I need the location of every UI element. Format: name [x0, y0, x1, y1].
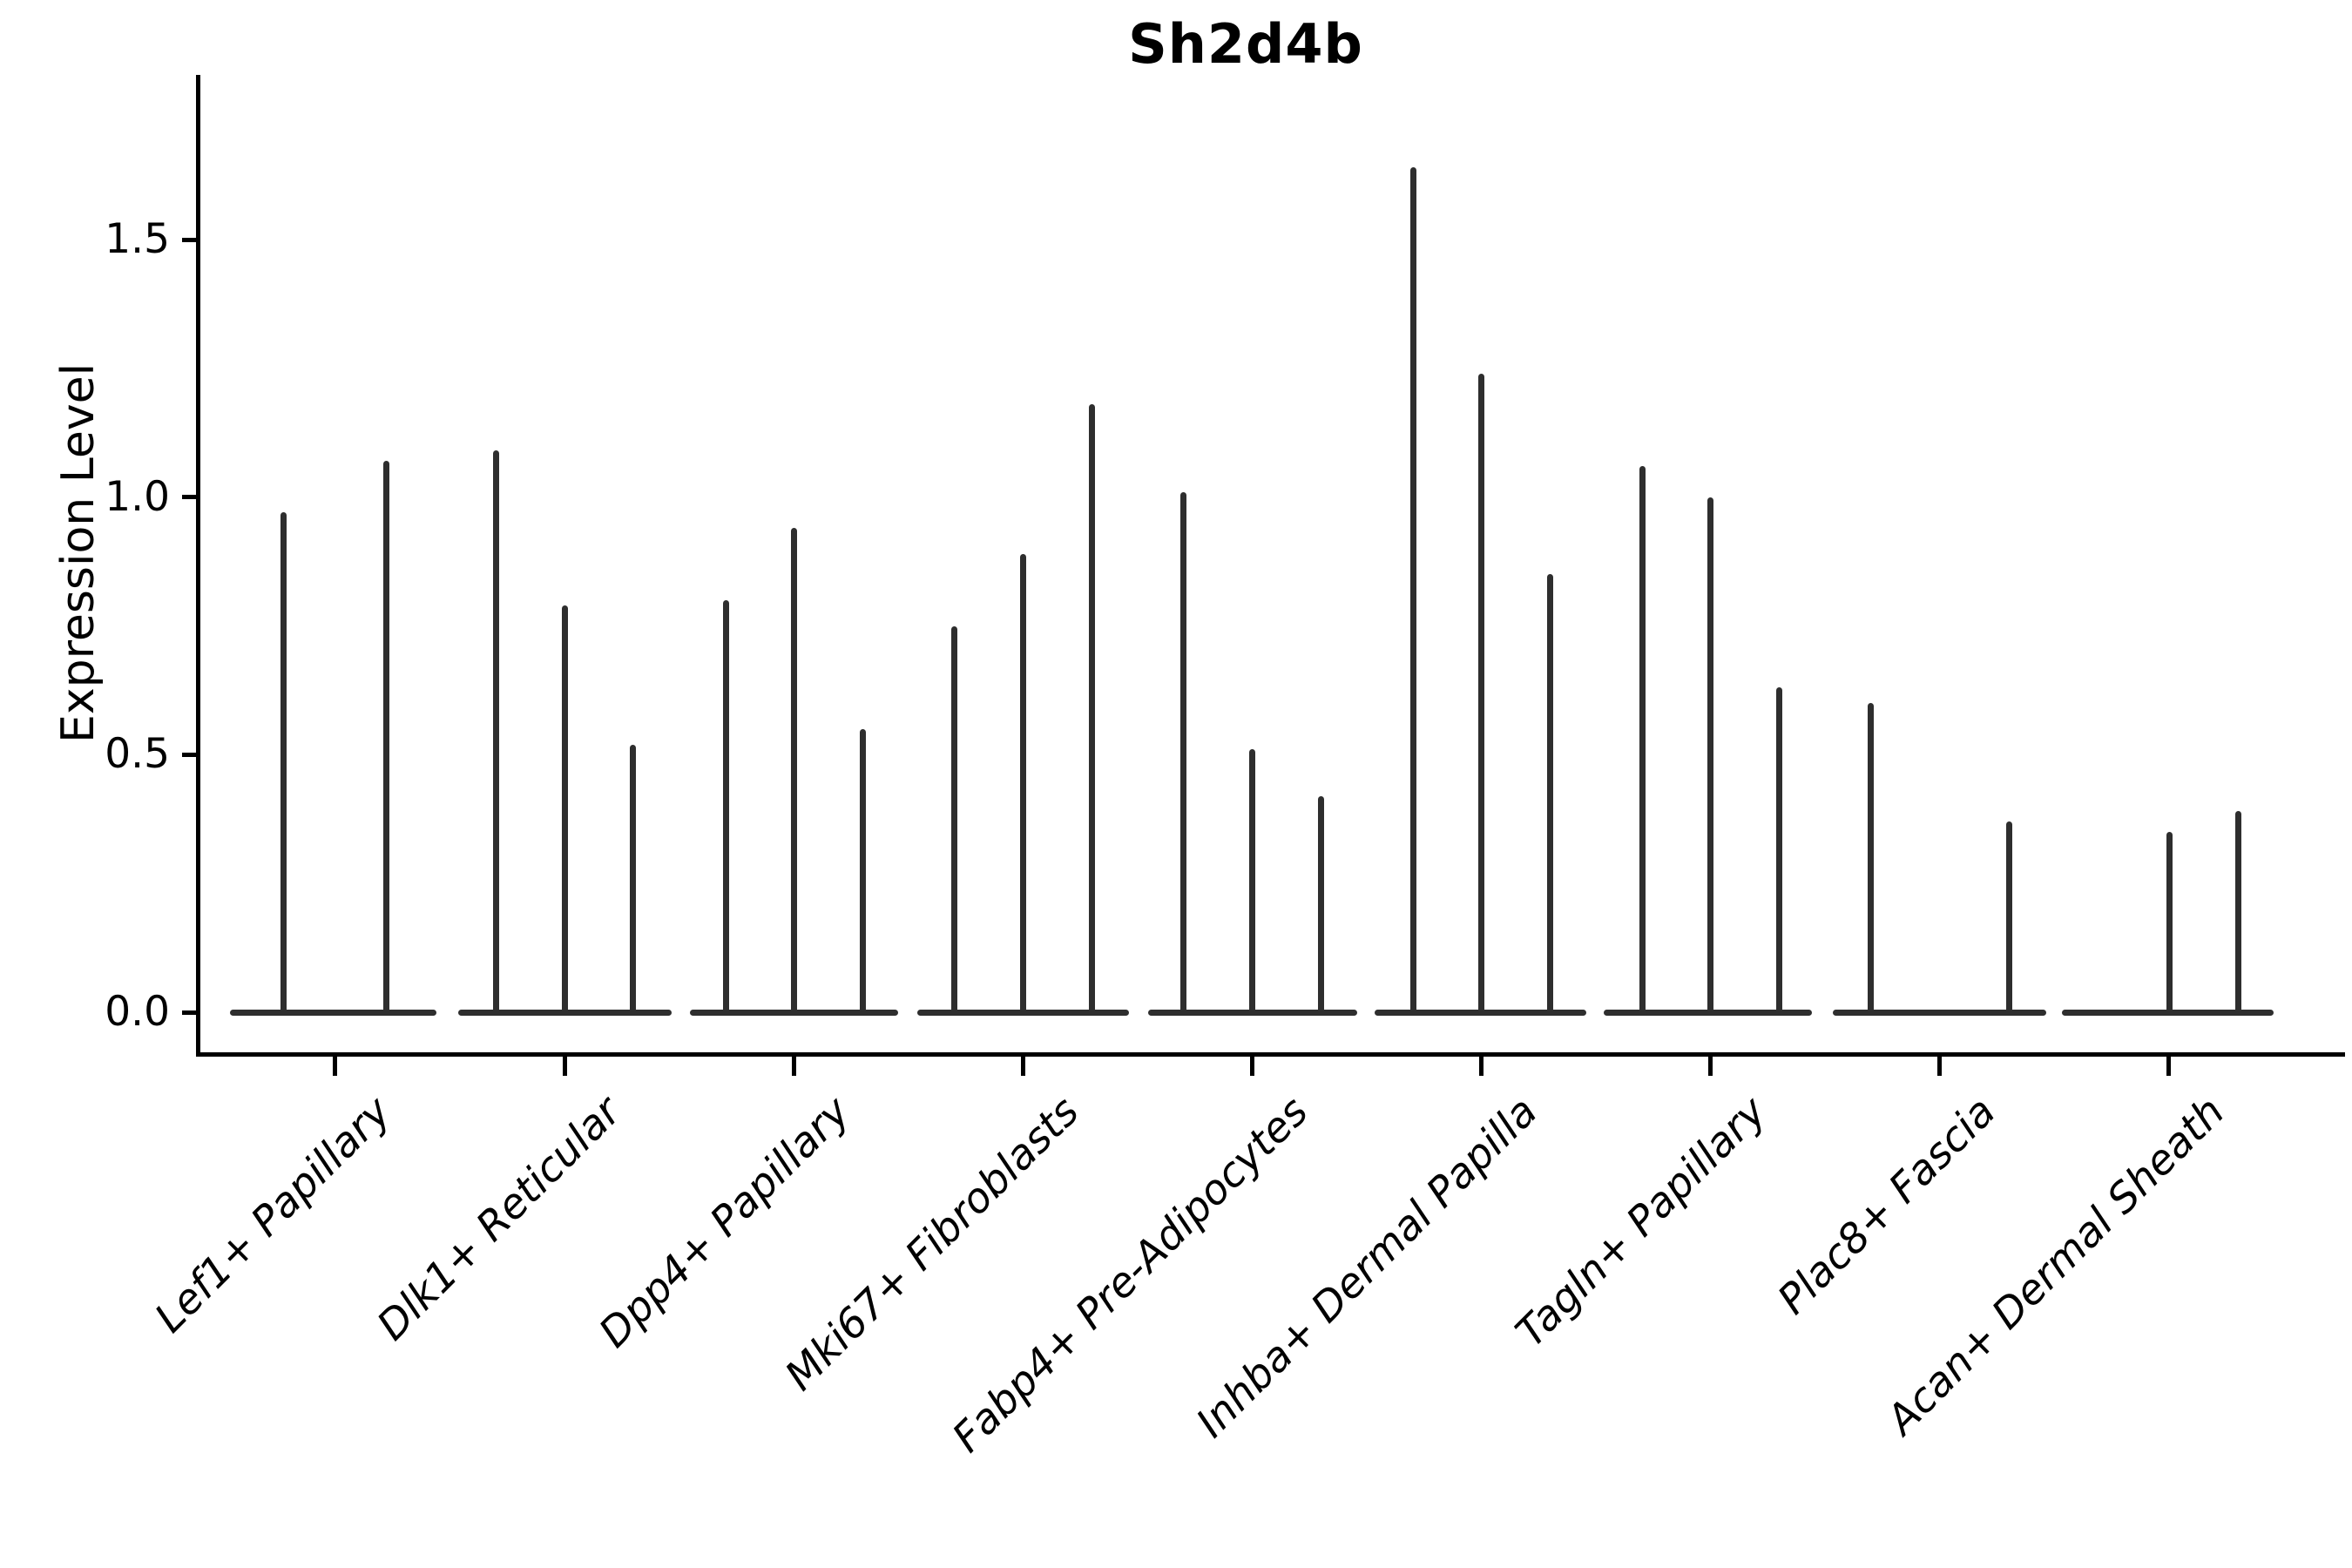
violin-spike	[280, 512, 287, 1015]
x-tick-label: Lef1+ Papillary	[145, 1087, 401, 1342]
y-tick-mark	[182, 495, 196, 500]
violin-spike	[950, 625, 957, 1015]
x-tick-mark	[791, 1057, 796, 1076]
chart-title: Sh2d4b	[1128, 12, 1363, 76]
x-tick-mark	[562, 1057, 567, 1076]
violin-spike	[382, 461, 389, 1015]
violin-spike	[1317, 795, 1324, 1015]
violin-spike	[1477, 373, 1484, 1015]
y-tick-mark	[182, 237, 196, 242]
y-tick-label: 1.5	[105, 215, 170, 264]
x-tick-label: Dpp4+ Papillary	[590, 1087, 860, 1357]
violin-spike	[2005, 821, 2012, 1015]
x-tick-mark	[1936, 1057, 1942, 1076]
violin-spike	[1179, 491, 1186, 1015]
violin-spike	[1019, 553, 1026, 1015]
y-axis-spine	[196, 75, 200, 1057]
y-tick-label: 0.0	[105, 988, 170, 1036]
x-tick-mark	[1478, 1057, 1484, 1076]
violin-spike	[561, 605, 568, 1015]
y-tick-label: 1.0	[105, 472, 170, 521]
x-tick-label: Acan+ Dermal Sheath	[1877, 1087, 2234, 1444]
y-axis-label: Expression Level	[52, 362, 105, 744]
x-tick-label: Tagln+ Papillary	[1506, 1087, 1776, 1357]
y-tick-mark	[182, 1010, 196, 1015]
violin-spike	[1088, 404, 1095, 1015]
violin-baseline	[1833, 1010, 2046, 1016]
violin-spike	[722, 599, 729, 1015]
violin-spike	[492, 450, 499, 1015]
y-tick-label: 0.5	[105, 730, 170, 779]
x-tick-label: Plac8+ Fascia	[1768, 1087, 2005, 1324]
x-axis-spine	[196, 1052, 2345, 1057]
x-tick-mark	[2166, 1057, 2171, 1076]
violin-spike	[859, 728, 866, 1015]
violin-spike	[2234, 811, 2241, 1015]
x-tick-mark	[1707, 1057, 1713, 1076]
violin-spike	[1707, 497, 1713, 1015]
x-tick-mark	[1020, 1057, 1025, 1076]
x-tick-label: Inhba+ Dermal Papilla	[1186, 1087, 1547, 1448]
x-tick-label: Fabp4+ Pre-Adipocytes	[943, 1087, 1318, 1463]
violin-spike	[1775, 687, 1782, 1015]
violin-spike	[1639, 466, 1646, 1015]
y-tick-mark	[182, 752, 196, 757]
violin-spike	[2166, 832, 2173, 1015]
violin-spike	[1867, 703, 1874, 1015]
x-tick-label: Dlk1+ Reticular	[368, 1087, 631, 1350]
x-tick-mark	[332, 1057, 337, 1076]
violin-spike	[629, 744, 636, 1015]
violin-spike	[790, 528, 797, 1015]
x-tick-label: Mki67+ Fibroblasts	[775, 1087, 1089, 1401]
violin-spike	[1409, 167, 1416, 1015]
x-tick-mark	[1249, 1057, 1254, 1076]
violin-spike	[1248, 749, 1255, 1015]
violin-baseline	[230, 1010, 436, 1016]
violin-spike	[1546, 574, 1553, 1015]
